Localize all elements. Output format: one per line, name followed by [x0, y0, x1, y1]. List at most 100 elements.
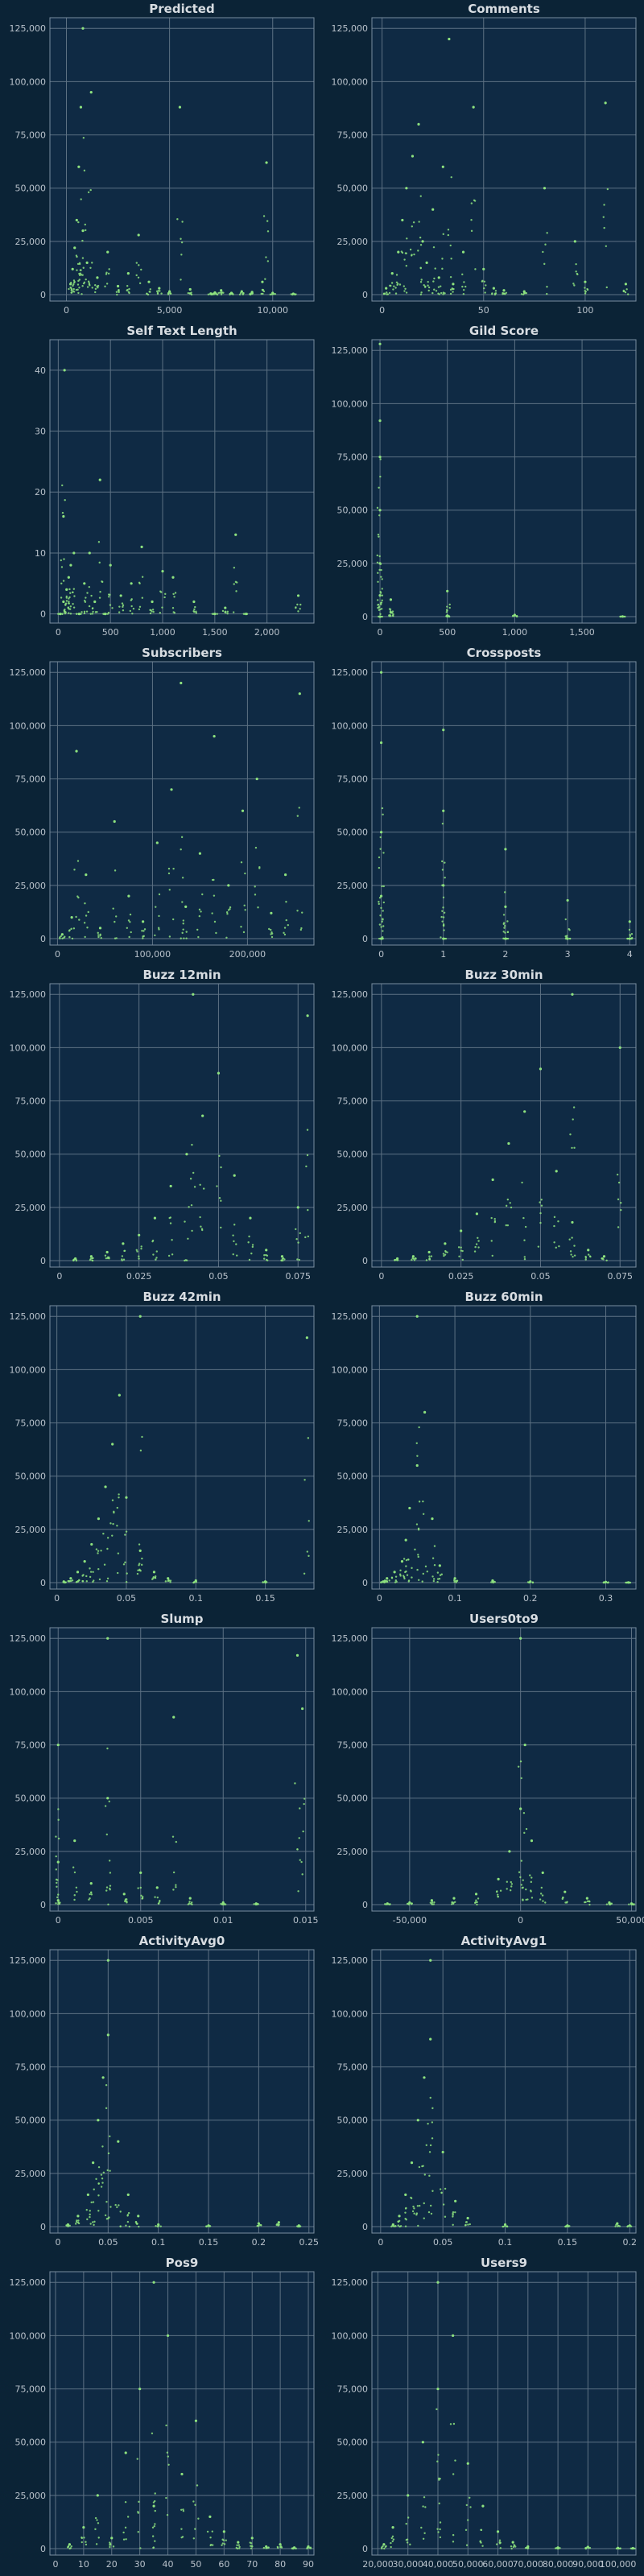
chart-users9: Users9 0 25,000 50,000 75,000 100,000 125,000 2…	[332, 2256, 637, 2570]
data-point	[63, 369, 66, 372]
data-point	[472, 105, 475, 109]
y-tick-label: 50,000	[337, 2116, 369, 2126]
data-point	[585, 1897, 588, 1900]
data-point	[423, 1410, 427, 1414]
y-tick-label: 125,000	[10, 23, 47, 34]
data-point	[75, 218, 78, 222]
y-tick-label: 25,000	[337, 2491, 369, 2501]
chart-slump: Slump 0 25,000 50,000 75,000 100,000 125,000 0 0…	[10, 1612, 319, 1926]
data-point	[240, 290, 243, 293]
data-point	[502, 289, 506, 292]
data-point	[379, 894, 383, 898]
data-point	[221, 1901, 225, 1905]
x-tick-label: 0	[379, 305, 385, 316]
data-point	[241, 809, 245, 812]
y-tick-label: 75,000	[337, 130, 369, 141]
data-point	[270, 911, 273, 914]
y-tick-label: 125,000	[10, 1311, 47, 1322]
data-point	[616, 2222, 619, 2225]
data-point	[452, 1897, 456, 1900]
data-point	[461, 250, 465, 254]
data-point	[441, 2150, 444, 2154]
data-point	[155, 1886, 159, 1889]
data-point	[85, 261, 89, 264]
chart-predicted: Predicted 0 25,000 50,000 75,000 100,000 125,0…	[10, 2, 315, 316]
chart-title: Comments	[468, 2, 540, 16]
data-point	[59, 613, 62, 616]
points-activityavg0	[66, 1959, 300, 2227]
points-pos9	[68, 2281, 310, 2549]
data-point	[602, 1255, 606, 1258]
x-tick-label: -50,000	[393, 1915, 427, 1926]
data-point	[378, 593, 382, 597]
data-point	[249, 1216, 252, 1220]
plot-area	[372, 340, 636, 623]
y-tick-label: 0	[40, 2222, 46, 2232]
data-point	[604, 1580, 608, 1583]
points-gild-score	[378, 342, 624, 618]
x-tick-label: 70	[246, 2559, 258, 2570]
data-point	[118, 1393, 121, 1397]
plot-area	[50, 1628, 314, 1911]
data-point	[111, 1443, 114, 1446]
y-tick-label: 0	[362, 2544, 368, 2554]
x-tick-label: 1,000	[502, 627, 528, 638]
data-point	[250, 291, 254, 294]
data-point	[386, 1902, 389, 1905]
data-point	[556, 2546, 559, 2549]
data-point	[69, 564, 72, 567]
x-tick-label: 0.2	[523, 1593, 538, 1604]
data-point	[442, 884, 445, 887]
x-tick-label: 0.25	[299, 2237, 320, 2248]
y-tick-label: 50,000	[337, 184, 369, 194]
plot-frame	[49, 661, 315, 946]
x-tick-label: 0	[64, 305, 69, 316]
data-point	[396, 1257, 399, 1261]
data-point	[105, 1250, 109, 1254]
data-point	[390, 271, 394, 275]
data-point	[378, 342, 382, 345]
data-point	[586, 2545, 589, 2549]
plot-area	[372, 1628, 636, 1911]
x-tick-label: 0.005	[128, 1915, 154, 1926]
data-point	[155, 841, 159, 844]
y-tick-label: 30	[35, 427, 46, 437]
y-tick-label: 50,000	[15, 1472, 47, 1482]
data-point	[421, 240, 424, 243]
data-point	[305, 1336, 308, 1340]
x-tick-label: 50,000	[616, 1915, 644, 1926]
data-point	[573, 240, 576, 243]
plot-area	[50, 984, 314, 1267]
data-point	[157, 2223, 160, 2227]
x-tick-label: 30,000	[392, 2559, 423, 2570]
data-point	[81, 229, 85, 233]
points-predicted	[69, 27, 295, 295]
data-point	[192, 993, 195, 996]
data-point	[198, 852, 202, 855]
data-point	[62, 600, 65, 604]
x-tick-label: 0	[55, 2237, 60, 2248]
data-point	[444, 1242, 447, 1245]
data-point	[77, 165, 80, 168]
data-point	[416, 2119, 419, 2122]
data-point	[296, 594, 300, 597]
x-tick-label: 0	[378, 627, 383, 638]
plot-frame	[49, 17, 315, 302]
chart-title: Crossposts	[467, 646, 542, 660]
x-tick-label: 0	[56, 1915, 61, 1926]
data-point	[526, 2545, 530, 2549]
x-tick-label: 500	[439, 627, 456, 638]
data-point	[466, 2462, 469, 2465]
x-tick-label: 2	[502, 949, 508, 960]
x-tick-label: 3	[565, 949, 571, 960]
plot-frame	[371, 661, 637, 946]
data-point	[298, 692, 301, 696]
plot-area	[50, 1950, 314, 2233]
plot-frame	[49, 1627, 315, 1912]
data-point	[180, 681, 183, 685]
y-tick-label: 0	[362, 934, 368, 944]
y-tick-label: 75,000	[15, 1096, 47, 1107]
plot-area	[50, 662, 314, 945]
x-tick-label: 80	[275, 2559, 286, 2570]
y-tick-label: 50,000	[15, 1794, 47, 1804]
